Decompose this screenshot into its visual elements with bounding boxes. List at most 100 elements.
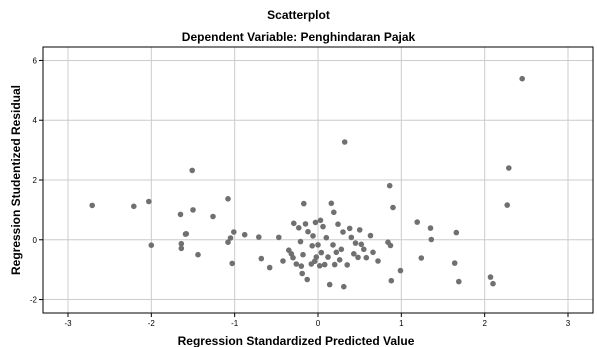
data-points — [89, 75, 525, 290]
data-point — [313, 254, 320, 260]
data-point — [397, 267, 404, 274]
data-point — [315, 242, 321, 248]
data-point — [341, 283, 347, 290]
data-point — [225, 196, 231, 202]
data-point — [388, 277, 395, 284]
data-point — [293, 261, 300, 267]
data-point — [301, 200, 307, 207]
data-point — [346, 225, 353, 232]
data-point — [418, 255, 425, 261]
data-point — [330, 242, 336, 248]
data-point — [367, 232, 374, 239]
data-point — [302, 221, 309, 227]
data-point — [266, 264, 273, 271]
data-point — [225, 239, 231, 245]
y-tick-label: 0 — [33, 236, 38, 245]
data-point — [453, 229, 460, 236]
y-tick-label: 2 — [33, 176, 38, 185]
data-point — [300, 251, 306, 258]
data-point — [325, 254, 331, 260]
data-point — [316, 263, 323, 269]
data-point — [310, 233, 316, 239]
data-point — [331, 261, 338, 268]
data-point — [229, 260, 235, 267]
x-tick-label: 2 — [482, 319, 487, 328]
data-point — [291, 220, 297, 227]
data-point — [519, 75, 525, 82]
data-point — [210, 213, 216, 220]
data-point — [89, 202, 95, 209]
data-point — [321, 261, 328, 268]
x-tick-label: -1 — [231, 319, 239, 328]
data-point — [231, 229, 237, 235]
data-point — [195, 251, 201, 258]
data-point — [177, 211, 184, 218]
y-tick-label: 6 — [33, 56, 38, 65]
data-point — [190, 207, 196, 213]
data-point — [328, 200, 335, 207]
y-tick-label: 4 — [33, 116, 38, 125]
data-point — [178, 245, 185, 252]
x-tick-label: -2 — [148, 319, 156, 328]
x-tick-label: 1 — [399, 319, 404, 328]
data-point — [305, 228, 311, 235]
data-point — [356, 227, 363, 233]
data-point — [386, 182, 393, 189]
data-point — [178, 240, 185, 247]
data-point — [414, 219, 421, 225]
data-point — [317, 217, 324, 224]
chart-title: Scatterplot — [267, 8, 330, 22]
x-tick-label: -3 — [64, 319, 72, 328]
data-point — [299, 270, 306, 277]
data-point — [390, 204, 396, 211]
data-point — [311, 258, 318, 265]
chart-subtitle: Dependent Variable: Penghindaran Pajak — [181, 30, 416, 44]
data-point — [490, 280, 496, 287]
data-point — [326, 281, 333, 288]
data-point — [309, 243, 316, 249]
data-point — [506, 165, 512, 171]
data-point — [331, 209, 337, 216]
data-point — [290, 254, 296, 261]
data-point — [296, 225, 302, 231]
data-point — [183, 231, 190, 237]
data-point — [318, 249, 325, 256]
data-point — [227, 235, 234, 241]
data-point — [336, 257, 343, 263]
data-point — [255, 234, 262, 240]
data-point — [312, 219, 319, 226]
data-point — [146, 198, 152, 205]
data-point — [355, 254, 361, 261]
data-point — [297, 238, 304, 245]
grid — [43, 47, 593, 313]
data-point — [335, 221, 341, 227]
data-point — [280, 258, 286, 264]
data-point — [241, 231, 248, 238]
x-axis-label: Regression Standardized Predicted Value — [178, 334, 415, 347]
y-axis-ticks: -2 0 2 4 6 — [30, 56, 43, 305]
data-point — [348, 234, 355, 241]
data-point — [358, 241, 365, 248]
data-point — [320, 223, 326, 230]
data-point — [370, 249, 376, 256]
data-point — [338, 246, 345, 253]
data-point — [504, 202, 511, 208]
data-point — [352, 240, 359, 246]
data-point — [428, 236, 435, 243]
x-tick-label: 3 — [566, 319, 571, 328]
x-axis-ticks: -3 -2 -1 0 1 2 3 — [64, 313, 571, 328]
data-point — [375, 258, 381, 264]
data-point — [304, 276, 311, 283]
data-point — [361, 246, 367, 253]
data-point — [340, 229, 346, 235]
data-point — [298, 263, 305, 269]
data-point — [333, 249, 340, 256]
data-point — [451, 260, 458, 266]
data-point — [427, 225, 434, 231]
x-tick-label: 0 — [316, 319, 321, 328]
data-point — [276, 234, 282, 241]
data-point — [189, 167, 195, 174]
data-point — [387, 242, 394, 249]
data-point — [341, 139, 348, 145]
